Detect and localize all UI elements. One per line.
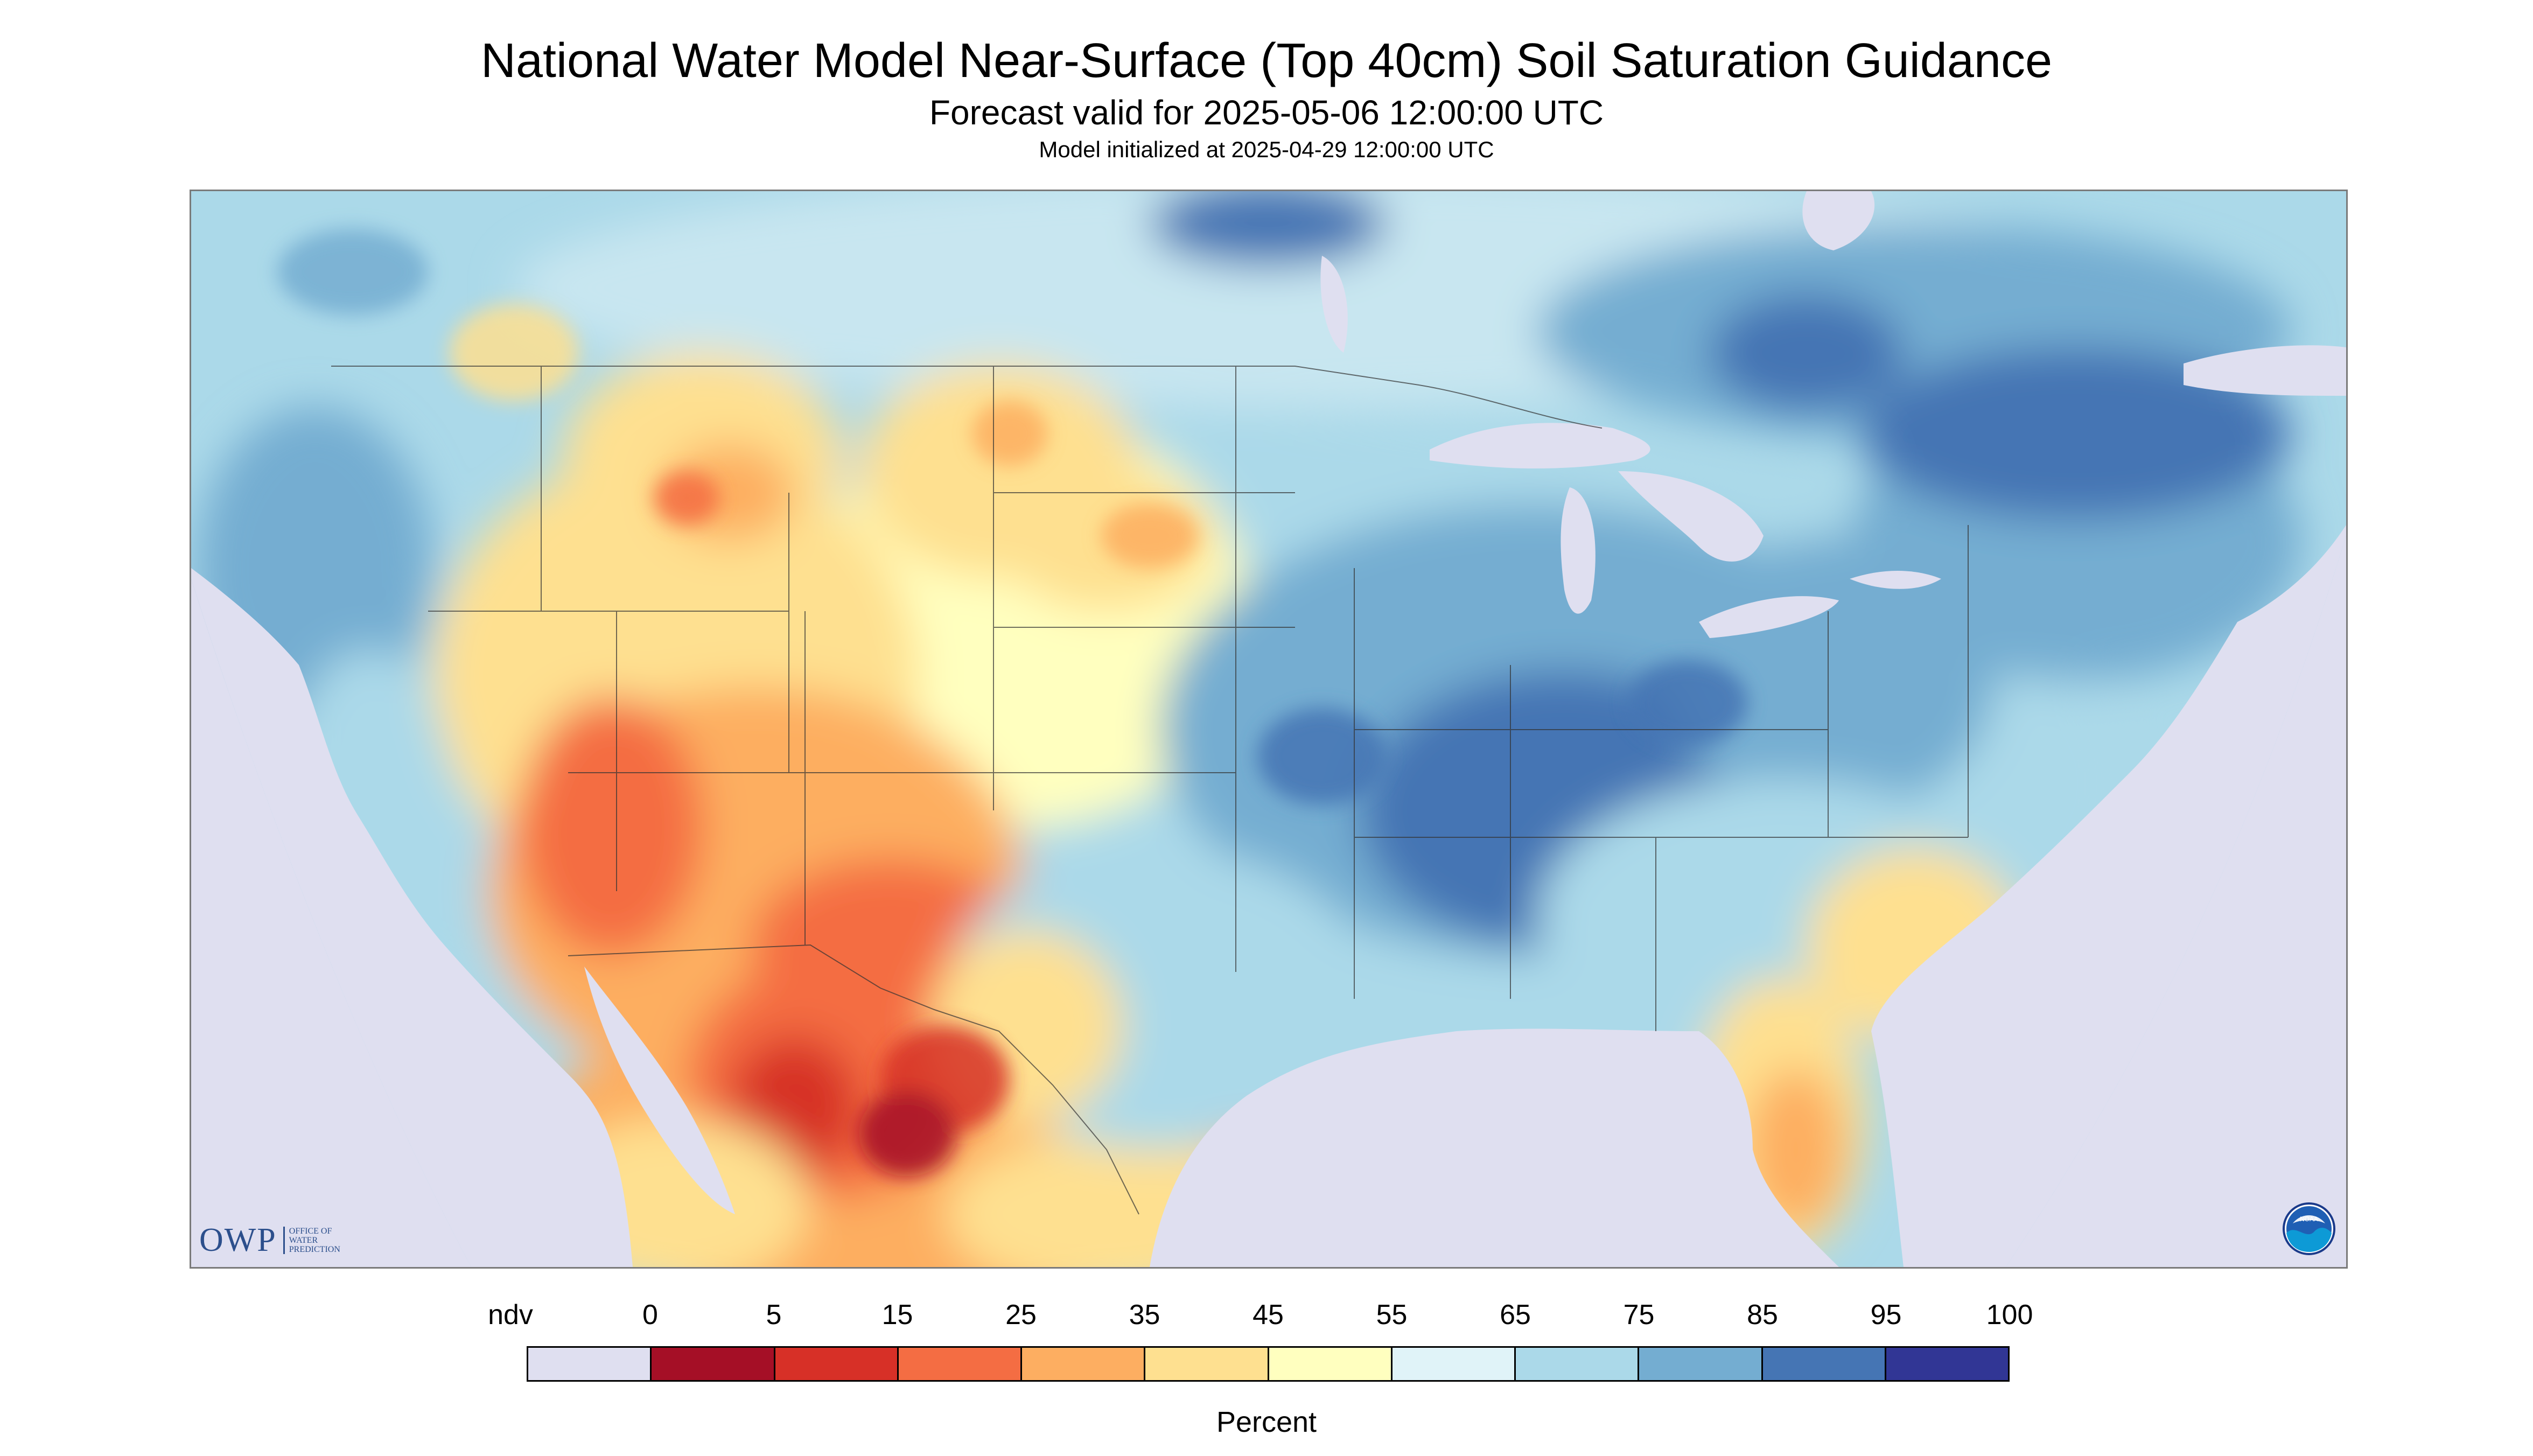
legend-tick-label: 5 bbox=[766, 1299, 782, 1331]
legend-swatch bbox=[1392, 1348, 1516, 1380]
legend-tick-label: 65 bbox=[1500, 1299, 1531, 1331]
land-field bbox=[191, 191, 2346, 1267]
legend-tick-label: 0 bbox=[642, 1299, 658, 1331]
legend-unit-label: Percent bbox=[1216, 1406, 1317, 1438]
legend-swatch bbox=[528, 1348, 652, 1380]
owp-sub-line: PREDICTION bbox=[289, 1245, 340, 1254]
legend-swatch bbox=[898, 1348, 1022, 1380]
color-legend: ndv 0 5 15 25 35 45 55 65 75 85 95 100 Percent bbox=[0, 1292, 2533, 1454]
legend-tick-label: 95 bbox=[1870, 1299, 1902, 1331]
legend-tick-label: 25 bbox=[1005, 1299, 1037, 1331]
model-init-time: Model initialized at 2025-04-29 12:00:00… bbox=[1039, 137, 1494, 162]
legend-tick-label: 100 bbox=[1986, 1299, 2033, 1331]
owp-logo-text: OWP bbox=[199, 1222, 277, 1258]
legend-tick-label: 15 bbox=[881, 1299, 913, 1331]
legend-swatch bbox=[652, 1348, 775, 1380]
soil-saturation-map bbox=[190, 190, 2348, 1269]
legend-tick-label: 35 bbox=[1129, 1299, 1160, 1331]
legend-tick-label: 75 bbox=[1623, 1299, 1655, 1331]
legend-swatch bbox=[1639, 1348, 1763, 1380]
legend-colorbar bbox=[527, 1346, 2010, 1382]
legend-tick-label: 55 bbox=[1376, 1299, 1408, 1331]
legend-swatch bbox=[775, 1348, 899, 1380]
legend-swatch bbox=[1269, 1348, 1393, 1380]
forecast-valid-time: Forecast valid for 2025-05-06 12:00:00 U… bbox=[929, 93, 1604, 132]
political-borders bbox=[331, 366, 1969, 1215]
owp-logo-subtext: OFFICE OF WATER PREDICTION bbox=[283, 1227, 340, 1254]
owp-logo: OWP OFFICE OF WATER PREDICTION bbox=[199, 1221, 340, 1259]
legend-tick-label: 85 bbox=[1747, 1299, 1778, 1331]
legend-swatch bbox=[1762, 1348, 1886, 1380]
noaa-logo-text: NOAA bbox=[2300, 1215, 2318, 1223]
legend-swatch bbox=[1516, 1348, 1640, 1380]
legend-swatch bbox=[1886, 1348, 2008, 1380]
owp-sub-line: WATER bbox=[289, 1236, 318, 1245]
legend-swatch bbox=[1145, 1348, 1269, 1380]
legend-swatch bbox=[1022, 1348, 1146, 1380]
chart-title: National Water Model Near-Surface (Top 4… bbox=[480, 34, 2052, 88]
noaa-logo: NOAA bbox=[2283, 1202, 2335, 1255]
owp-sub-line: OFFICE OF bbox=[289, 1227, 332, 1236]
legend-tick-label: 45 bbox=[1252, 1299, 1284, 1331]
legend-ndv-label: ndv bbox=[488, 1299, 533, 1331]
